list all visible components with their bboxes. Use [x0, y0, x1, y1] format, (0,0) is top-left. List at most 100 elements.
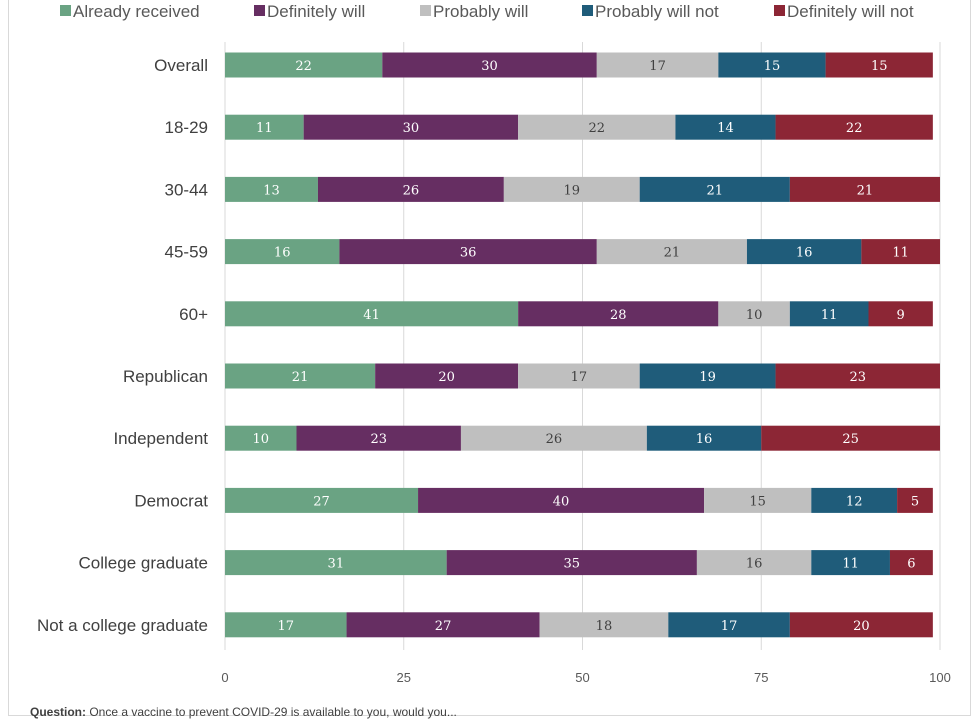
data-label: 16	[274, 246, 291, 261]
data-label: 26	[403, 183, 420, 198]
data-label: 36	[460, 246, 477, 261]
legend-swatch	[60, 5, 71, 16]
data-label: 20	[438, 370, 455, 385]
bar-segment	[518, 114, 676, 140]
category-label: 60+	[179, 305, 208, 324]
bar-segment	[503, 176, 640, 202]
data-label: 10	[746, 308, 763, 323]
category-label: 30-44	[165, 180, 208, 199]
legend-label: Definitely will not	[787, 2, 914, 21]
data-label: 18	[596, 619, 613, 634]
category-label: Democrat	[134, 491, 208, 510]
x-tick-label: 25	[397, 670, 411, 685]
data-label: 23	[850, 370, 867, 385]
category-label: 18-29	[165, 118, 208, 137]
x-tick-label: 50	[575, 670, 589, 685]
bar-segment	[718, 52, 826, 78]
bar-segment	[418, 487, 705, 513]
category-label: Republican	[123, 367, 208, 386]
data-label: 21	[664, 246, 681, 261]
bar-segment	[646, 425, 762, 451]
bar-segment	[518, 301, 719, 327]
data-label: 22	[589, 121, 606, 136]
bar-segment	[639, 363, 776, 389]
data-label: 22	[846, 121, 863, 136]
bar-segment	[225, 425, 297, 451]
legend-label: Already received	[73, 2, 200, 21]
data-label: 11	[256, 121, 273, 136]
bar-segment	[675, 114, 776, 140]
data-label: 17	[571, 370, 588, 385]
data-label: 22	[295, 59, 312, 74]
bar-segment	[639, 176, 790, 202]
data-label: 14	[717, 121, 734, 136]
category-label: Overall	[154, 56, 208, 75]
data-label: 13	[263, 183, 280, 198]
data-label: 19	[564, 183, 581, 198]
data-label: 16	[696, 432, 713, 447]
bar-segment	[789, 612, 933, 638]
bar-segment	[775, 114, 933, 140]
bar-segment	[775, 363, 940, 389]
bar-segment	[375, 363, 519, 389]
footnote-text: Once a vaccine to prevent COVID-29 is av…	[86, 705, 457, 719]
bar-segment	[225, 612, 347, 638]
bar-segment	[789, 301, 869, 327]
bar-segment	[518, 363, 640, 389]
bar-segment	[596, 239, 747, 265]
bar-segment	[339, 239, 597, 265]
data-label: 11	[892, 246, 909, 261]
data-label: 21	[707, 183, 724, 198]
data-label: 16	[796, 246, 813, 261]
data-label: 17	[721, 619, 738, 634]
data-label: 25	[842, 432, 859, 447]
legend-swatch	[420, 5, 431, 16]
bar-segment	[889, 550, 933, 576]
data-label: 15	[749, 494, 766, 509]
bar-segment	[746, 239, 862, 265]
bar-segment	[225, 363, 376, 389]
legend-label: Definitely will	[267, 2, 365, 21]
bar-segment	[811, 487, 898, 513]
bar-segment	[718, 301, 790, 327]
bar-segment	[596, 52, 719, 78]
category-label: College graduate	[79, 554, 208, 573]
bar-segment	[761, 425, 940, 451]
bar-segment	[225, 301, 519, 327]
data-label: 10	[252, 432, 269, 447]
legend-swatch	[254, 5, 265, 16]
footnote: Question: Once a vaccine to prevent COVI…	[30, 705, 457, 719]
data-label: 12	[846, 494, 863, 509]
data-label: 27	[435, 619, 452, 634]
bar-segment	[704, 487, 812, 513]
data-label: 23	[370, 432, 387, 447]
bar-segment	[303, 114, 519, 140]
chart-frame	[8, 0, 971, 716]
data-label: 17	[649, 59, 666, 74]
data-label: 31	[328, 557, 345, 572]
data-label: 11	[821, 308, 838, 323]
bar-segment	[861, 239, 940, 265]
bar-segment	[696, 550, 812, 576]
category-labels: Overall 18-29 30-44 45-59 60+ Republican Indep…	[37, 56, 208, 635]
bar-segment	[225, 114, 304, 140]
bar-segment	[539, 612, 669, 638]
data-label: 9	[897, 308, 905, 323]
footnote-label: Question:	[30, 705, 86, 719]
bar-segment	[225, 176, 318, 202]
bar-segment	[382, 52, 597, 78]
data-label: 16	[746, 557, 763, 572]
bar-segment	[789, 176, 940, 202]
data-label: 21	[292, 370, 309, 385]
x-axis-ticks: 0 25 50 75 100	[221, 670, 950, 685]
data-label: 41	[363, 308, 380, 323]
data-label: 27	[313, 494, 330, 509]
bar-segment	[868, 301, 933, 327]
data-label: 15	[764, 59, 781, 74]
legend: Already received Definitely will Probably …	[60, 2, 914, 21]
category-label: Not a college graduate	[37, 616, 208, 635]
bar-segment	[225, 487, 419, 513]
data-label: 35	[564, 557, 581, 572]
bars: 22 30 17 15 15 11 30 22 14 22 13 26 19 21 21 16 36 21 16 11…	[225, 52, 940, 638]
data-label: 20	[853, 619, 870, 634]
